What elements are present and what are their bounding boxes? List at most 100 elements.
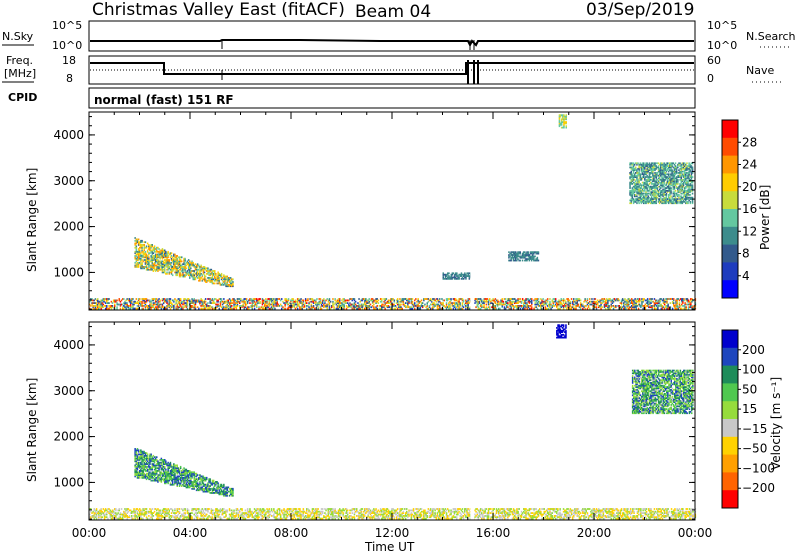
data-cell: [521, 254, 524, 256]
data-cell: [404, 306, 407, 309]
data-cell: [678, 185, 680, 188]
data-cell: [178, 272, 181, 275]
data-cell: [650, 306, 652, 309]
data-cell: [660, 184, 662, 187]
data-cell: [644, 196, 646, 199]
data-cell: [579, 299, 582, 302]
data-cell: [677, 183, 679, 185]
data-cell: [360, 303, 363, 306]
data-cell: [541, 307, 543, 310]
data-cell: [686, 300, 689, 303]
data-cell: [412, 306, 415, 309]
data-cell: [284, 299, 286, 302]
data-cell: [663, 198, 665, 200]
data-cell: [632, 192, 635, 195]
data-cell: [677, 198, 679, 200]
data-cell: [649, 191, 652, 194]
data-cell: [410, 299, 413, 302]
data-cell: [154, 260, 157, 263]
data-cell: [630, 172, 632, 174]
data-cell: [196, 271, 199, 274]
data-cell: [159, 253, 161, 256]
data-cell: [477, 302, 480, 304]
data-cell: [420, 303, 423, 306]
data-cell: [160, 268, 163, 271]
data-cell: [678, 176, 680, 178]
data-cell: [690, 166, 693, 169]
data-cell: [632, 300, 634, 303]
data-cell: [134, 454, 136, 457]
data-cell: [671, 170, 673, 173]
data-cell: [214, 302, 216, 304]
data-cell: [647, 176, 649, 178]
data-cell: [195, 268, 198, 271]
data-cell: [326, 298, 328, 300]
data-cell: [158, 298, 160, 300]
data-cell: [181, 302, 183, 304]
data-cell: [639, 178, 642, 181]
data-cell: [653, 200, 655, 203]
data-cell: [360, 306, 363, 309]
data-cell: [294, 300, 297, 303]
data-cell: [675, 181, 678, 184]
data-cell: [445, 299, 448, 302]
data-cell: [376, 305, 378, 307]
data-cell: [477, 307, 480, 310]
data-cell: [256, 305, 258, 307]
data-cell: [184, 263, 186, 266]
data-cell: [412, 305, 415, 307]
data-cell: [446, 299, 449, 302]
data-cell: [655, 172, 657, 174]
data-cell: [665, 196, 668, 199]
data-cell: [145, 266, 148, 268]
data-cell: [633, 187, 636, 189]
data-cell: [179, 272, 182, 275]
data-cell: [398, 306, 400, 309]
data-cell: [145, 253, 148, 256]
data-cell: [500, 299, 502, 302]
data-cell: [657, 200, 660, 203]
data-cell: [551, 306, 553, 309]
data-cell: [498, 303, 500, 306]
data-cell: [643, 192, 645, 195]
data-cell: [158, 253, 160, 256]
data-cell: [624, 303, 626, 306]
data-cell: [193, 298, 195, 300]
data-cell: [178, 266, 181, 268]
data-cell: [670, 165, 672, 167]
data-cell: [95, 305, 98, 307]
data-cell: [176, 307, 178, 310]
data-cell: [638, 303, 641, 306]
data-cell: [660, 165, 662, 167]
data-cell: [661, 198, 663, 200]
data-cell: [145, 255, 148, 257]
data-cell: [201, 300, 203, 303]
data-cell: [565, 125, 567, 128]
data-cell: [210, 272, 213, 275]
data-cell: [141, 255, 143, 257]
data-cell: [394, 305, 397, 307]
data-cell: [236, 302, 239, 304]
data-cell: [157, 255, 159, 257]
data-cell: [657, 191, 660, 194]
data-cell: [658, 299, 660, 302]
data-cell: [368, 305, 370, 307]
data-cell: [568, 305, 570, 307]
data-cell: [375, 299, 377, 302]
data-cell: [192, 300, 194, 303]
data-cell: [187, 298, 190, 300]
data-cell: [533, 259, 535, 262]
data-cell: [148, 252, 150, 255]
data-cell: [653, 303, 656, 306]
data-cell: [453, 298, 456, 300]
data-cell: [660, 172, 662, 174]
data-cell: [489, 303, 491, 306]
data-cell: [526, 307, 528, 310]
data-cell: [259, 302, 261, 304]
data-cell: [680, 189, 682, 192]
data-cell: [623, 303, 625, 306]
data-cell: [146, 456, 149, 459]
data-cell: [346, 302, 349, 304]
data-cell: [134, 257, 136, 260]
data-cell: [666, 305, 668, 307]
